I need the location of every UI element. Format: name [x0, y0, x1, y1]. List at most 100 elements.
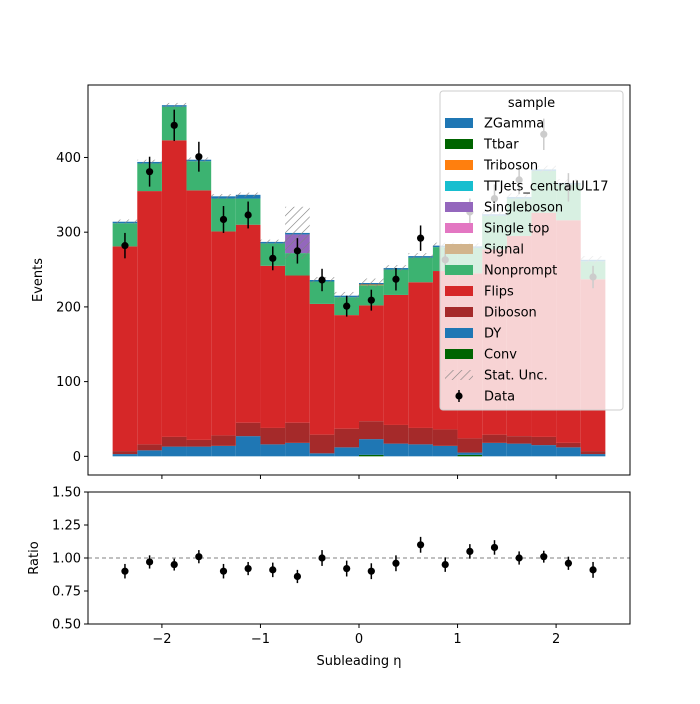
bar-diboson-17: [531, 436, 557, 446]
ratio-point-17: [540, 553, 548, 561]
ratio-point-13: [441, 561, 449, 569]
bar-dy-1: [137, 450, 162, 457]
bar-dy-9: [334, 447, 359, 457]
legend-swatch-diboson: [445, 307, 473, 317]
legend-swatch-signal: [445, 244, 473, 254]
data-point-6: [269, 254, 277, 262]
stat-unc-band-2: [161, 102, 187, 108]
bar-flips-8: [309, 303, 335, 435]
data-point-8: [318, 276, 326, 284]
ratio-point-9: [343, 564, 351, 573]
bar-diboson-9: [334, 428, 359, 448]
bar-flips-1: [137, 191, 162, 445]
main-y-tick-label: 200: [56, 300, 81, 315]
ratio-point-15: [490, 543, 499, 552]
stat-unc-band-9: [334, 291, 359, 300]
bar-dy-4: [211, 445, 236, 457]
main-y-tick-label: 100: [56, 375, 81, 390]
ratio-axes-frame: [87, 491, 631, 625]
bar-conv-14: [457, 454, 483, 457]
bar-dy-8: [309, 453, 335, 457]
bar-flips-0: [112, 246, 138, 452]
ratio-point-19: [589, 566, 597, 574]
legend-label-data: Data: [484, 390, 515, 405]
bar-flips-5: [235, 224, 261, 423]
legend-swatch-single-top: [445, 223, 473, 233]
stat-unc-band-4: [211, 194, 236, 199]
bar-dy-12: [408, 444, 433, 457]
bar-diboson-10: [359, 421, 384, 440]
bar-flips-7: [285, 275, 310, 423]
bar-diboson-16: [506, 436, 532, 444]
ratio-point-5: [244, 564, 252, 573]
data-point-11: [392, 275, 400, 283]
main-y-ticks: 0 100 200 300 400: [56, 151, 88, 465]
legend-swatch-zgamma: [445, 118, 473, 128]
ratio-point-18: [564, 559, 573, 567]
bar-diboson-1: [137, 444, 162, 451]
data-point-12: [416, 234, 425, 242]
bar-diboson-15: [482, 434, 507, 443]
ratio-panel: 0.50 0.75 1.00 1.25 1.50 −2 −1 0 1 2 Ratio Suble…: [27, 486, 631, 669]
legend-label-nonprompt: Nonprompt: [484, 264, 557, 279]
legend-label-singleboson: Singleboson: [484, 201, 563, 216]
legend-title: sample: [508, 96, 555, 111]
bar-flips-12: [408, 282, 433, 428]
bar-flips-3: [186, 190, 212, 440]
stat-unc-band-12: [408, 253, 433, 260]
x-axis-label: Subleading η: [316, 654, 401, 669]
ratio-point-8: [318, 554, 326, 562]
main-y-tick-label: 0: [73, 450, 81, 465]
bar-diboson-19: [580, 451, 606, 455]
bar-diboson-5: [235, 422, 261, 437]
legend-label-triboson: Triboson: [483, 159, 538, 174]
legend-swatch-conv: [445, 349, 473, 359]
bar-flips-10: [359, 305, 384, 422]
bar-flips-4: [211, 231, 236, 436]
ratio-point-16: [515, 554, 523, 562]
data-point-4: [219, 215, 228, 224]
ratio-y-tick-label: 0.75: [52, 585, 81, 600]
ratio-x-tick-label: 0: [355, 632, 363, 647]
bar-diboson-7: [285, 422, 310, 443]
legend-swatch-ttbar: [445, 139, 473, 149]
bar-dy-5: [235, 436, 261, 457]
legend-label-single-top: Single top: [484, 222, 549, 237]
bar-diboson-13: [432, 429, 458, 446]
bar-dy-15: [482, 442, 507, 457]
ratio-point-6: [269, 566, 277, 574]
data-point-3: [195, 153, 203, 161]
ratio-y-tick-label: 1.50: [52, 486, 81, 501]
ratio-point-0: [121, 567, 129, 575]
ratio-points: [121, 536, 597, 584]
ratio-point-2: [170, 561, 178, 569]
bar-dy-3: [186, 446, 212, 457]
legend-box: [439, 90, 624, 411]
legend-label-conv: Conv: [484, 348, 517, 363]
bar-diboson-3: [186, 439, 212, 447]
main-y-tick-label: 300: [56, 226, 81, 241]
bar-dy-0: [112, 454, 138, 457]
bar-nonprompt-8: [309, 281, 335, 304]
ratio-x-tick-label: −2: [152, 632, 171, 647]
legend-swatch-stat-unc-: [445, 370, 473, 380]
bar-diboson-6: [260, 427, 286, 445]
ratio-y-ticks: 0.50 0.75 1.00 1.25 1.50: [52, 486, 88, 633]
bar-flips-9: [334, 315, 359, 429]
stat-unc-band-10: [359, 278, 384, 288]
ratio-y-tick-label: 1.25: [52, 519, 81, 534]
bar-flips-2: [161, 140, 187, 437]
legend-swatch-data: [455, 392, 463, 400]
bar-diboson-8: [309, 434, 335, 454]
data-point-0: [121, 242, 129, 250]
data-point-2: [170, 121, 178, 129]
bar-dy-17: [531, 445, 557, 457]
data-point-1: [145, 168, 154, 176]
legend-label-dy: DY: [484, 327, 501, 342]
bar-dy-18: [556, 447, 581, 457]
ratio-point-4: [219, 567, 228, 575]
bar-diboson-4: [211, 435, 236, 446]
bar-dy-16: [506, 443, 532, 457]
legend-label-flips: Flips: [484, 285, 514, 300]
